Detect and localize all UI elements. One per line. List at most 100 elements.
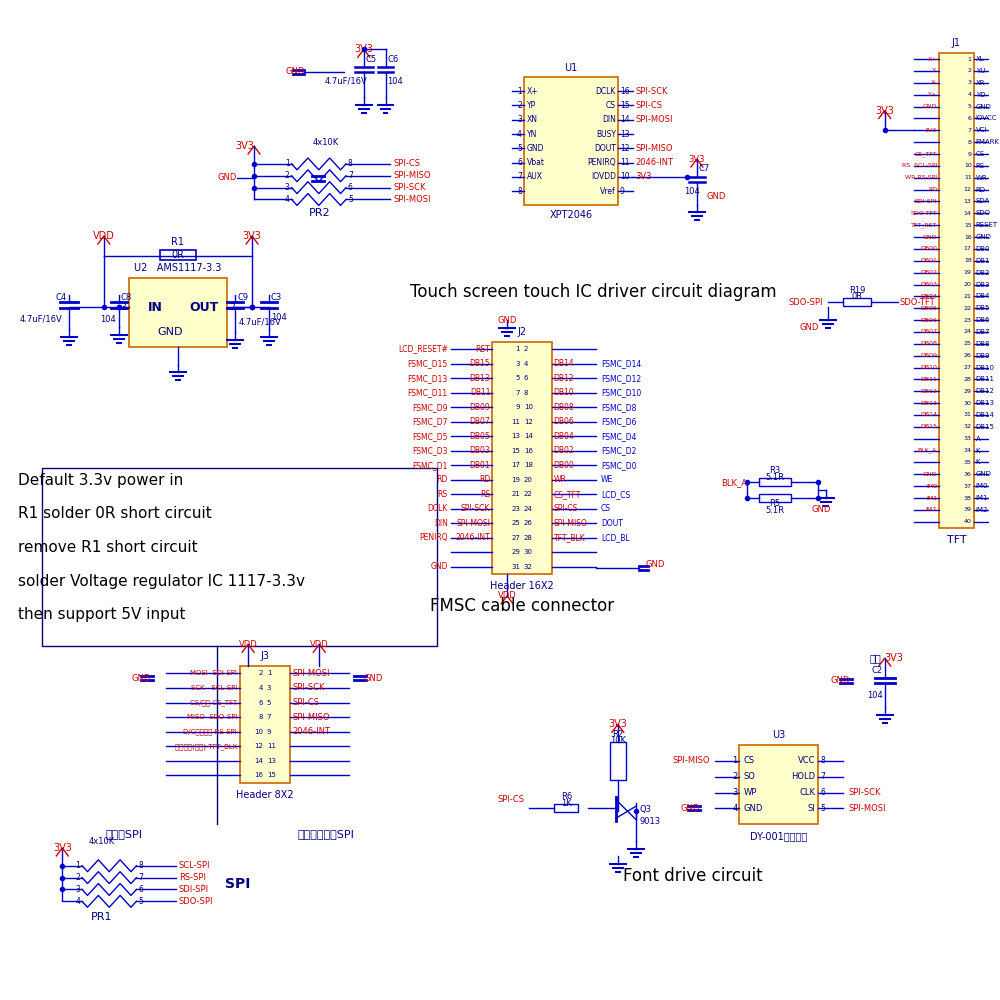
Text: GND: GND: [497, 316, 517, 325]
Text: 3: 3: [285, 183, 290, 192]
Text: IM2: IM2: [926, 507, 937, 512]
Text: 3: 3: [732, 788, 737, 797]
Text: 12: 12: [524, 419, 533, 425]
Text: SCK   SCL-SPI: SCK SCL-SPI: [191, 685, 237, 691]
Text: CS_TFT: CS_TFT: [914, 151, 937, 157]
Text: CS/片选 CS_TFT: CS/片选 CS_TFT: [190, 699, 237, 706]
Text: 2: 2: [524, 346, 528, 352]
Text: GND: GND: [923, 472, 937, 477]
Text: LCD_BL: LCD_BL: [601, 533, 630, 542]
Text: DB03: DB03: [470, 446, 490, 455]
Text: MISO  SDO-SPI: MISO SDO-SPI: [187, 714, 237, 720]
Text: 38: 38: [964, 496, 972, 501]
Text: 注接: 注接: [870, 653, 882, 663]
Text: FSMC_D2: FSMC_D2: [601, 446, 636, 455]
Text: 7: 7: [348, 171, 353, 180]
Text: DB10: DB10: [554, 388, 574, 397]
Text: SI: SI: [808, 804, 816, 813]
Text: 26: 26: [524, 520, 533, 526]
Text: CS: CS: [976, 151, 985, 157]
Text: 32: 32: [964, 424, 972, 429]
Text: 9: 9: [620, 187, 625, 196]
Text: 3V3: 3V3: [354, 44, 373, 54]
Bar: [42, 468, 437, 646]
Text: 8: 8: [820, 756, 825, 765]
Text: 40: 40: [964, 519, 972, 524]
Text: SPI-SCK: SPI-SCK: [461, 504, 490, 513]
Text: DB8: DB8: [976, 341, 990, 347]
Text: C8: C8: [121, 293, 132, 302]
Text: 30: 30: [964, 401, 972, 406]
Text: 2: 2: [517, 101, 522, 110]
Text: 21: 21: [511, 491, 520, 497]
Text: CS: CS: [606, 101, 616, 110]
Text: DB08: DB08: [920, 341, 937, 346]
Text: 104: 104: [100, 315, 116, 324]
Text: 5: 5: [267, 700, 271, 706]
Text: SPI-MOSI: SPI-MOSI: [636, 115, 673, 124]
Text: R5: R5: [769, 499, 781, 508]
Text: 背光控制(低亮) TFT_BLK: 背光控制(低亮) TFT_BLK: [175, 743, 237, 750]
Text: 16: 16: [964, 235, 972, 240]
Text: DB06: DB06: [554, 417, 574, 426]
Text: J1: J1: [952, 38, 961, 48]
Text: C5: C5: [366, 55, 377, 64]
Text: SDA: SDA: [976, 198, 990, 204]
Text: WR: WR: [554, 475, 566, 484]
Text: IM2: IM2: [976, 507, 988, 513]
Text: 24: 24: [964, 329, 972, 334]
Text: 20: 20: [524, 477, 533, 483]
Text: DB06: DB06: [920, 318, 937, 323]
Text: GND: GND: [527, 144, 544, 153]
Text: WR: WR: [976, 175, 987, 181]
Text: 1: 1: [267, 670, 271, 676]
Text: XPT2046: XPT2046: [549, 210, 592, 220]
Bar: [240, 666, 290, 783]
Text: 9: 9: [968, 152, 972, 157]
Text: DY-001点阵字库: DY-001点阵字库: [750, 831, 808, 841]
Text: R1: R1: [171, 237, 184, 247]
Bar: [843, 298, 871, 306]
Text: 11: 11: [267, 743, 276, 749]
Text: GND: GND: [285, 67, 304, 76]
Text: 11: 11: [620, 158, 629, 167]
Text: SDO-SPI: SDO-SPI: [179, 897, 213, 906]
Text: DB13: DB13: [920, 401, 937, 406]
Text: 6: 6: [138, 885, 143, 894]
Text: 13: 13: [964, 199, 972, 204]
Text: 12: 12: [964, 187, 972, 192]
Text: 8: 8: [348, 159, 353, 168]
Text: then support 5V input: then support 5V input: [18, 607, 185, 622]
Text: GND: GND: [218, 173, 237, 182]
Text: DB7: DB7: [976, 329, 990, 335]
Text: 2046-INT: 2046-INT: [456, 533, 490, 542]
Text: 13: 13: [620, 130, 629, 139]
Text: C3: C3: [271, 293, 282, 302]
Text: 17: 17: [964, 246, 972, 251]
Text: DB0: DB0: [976, 246, 990, 252]
Text: 29: 29: [511, 549, 520, 555]
Text: WR RS-SPI: WR RS-SPI: [905, 175, 937, 180]
Text: GND: GND: [923, 235, 937, 240]
Text: 2: 2: [259, 670, 263, 676]
Text: 9013: 9013: [640, 817, 661, 826]
Text: C9: C9: [237, 293, 248, 302]
Text: 104: 104: [387, 77, 403, 86]
Text: IOVDD: IOVDD: [591, 172, 616, 181]
Text: 1: 1: [285, 159, 290, 168]
Text: R6: R6: [561, 792, 572, 801]
Text: Q3: Q3: [640, 805, 652, 814]
Text: 28: 28: [524, 535, 533, 541]
Text: 37: 37: [964, 484, 972, 489]
Text: 1: 1: [515, 346, 520, 352]
Text: YP: YP: [527, 101, 536, 110]
Text: VCC: VCC: [798, 756, 816, 765]
Text: FSMC_D5: FSMC_D5: [412, 432, 448, 441]
Text: DB00: DB00: [920, 246, 937, 251]
Text: C4: C4: [55, 293, 66, 302]
Text: DB12: DB12: [976, 388, 995, 394]
Text: 7: 7: [517, 172, 522, 181]
Text: FSMC_D13: FSMC_D13: [408, 374, 448, 383]
Text: RS  SCL-SPI: RS SCL-SPI: [902, 163, 937, 168]
Text: GND: GND: [976, 234, 992, 240]
